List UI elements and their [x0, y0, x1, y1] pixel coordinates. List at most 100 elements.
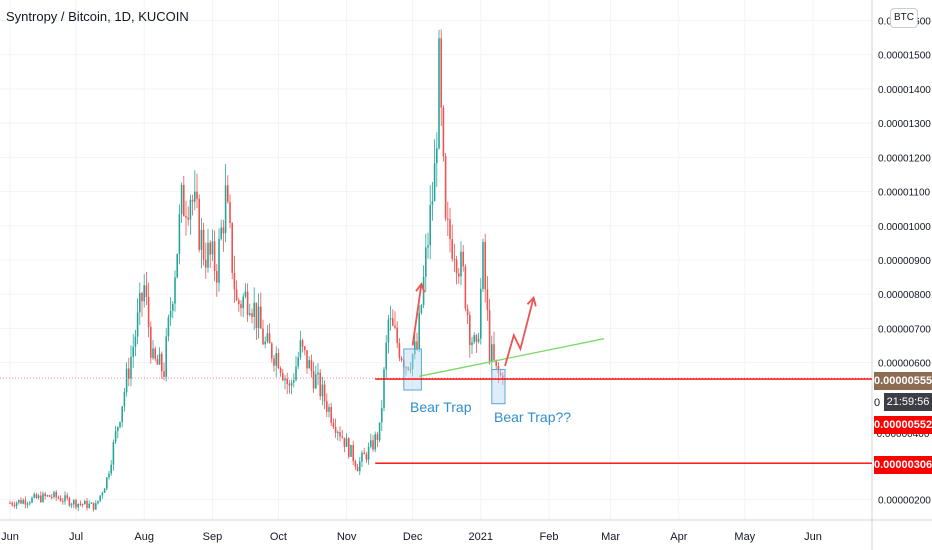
candle-body [275, 353, 277, 366]
candle-body [312, 371, 315, 389]
candle-body [447, 218, 449, 220]
candle-body [488, 310, 491, 362]
candle-body [68, 498, 71, 506]
candle-body [405, 367, 407, 369]
arrow-head [415, 282, 426, 293]
candle-body [284, 378, 286, 381]
candle-body [130, 356, 132, 379]
x-tick-label: Nov [337, 531, 357, 543]
candle-body [354, 461, 357, 467]
candle-body [9, 502, 11, 504]
candle-body [125, 368, 128, 392]
candle-body [103, 488, 106, 493]
candle-body [260, 306, 262, 329]
candle-body [238, 300, 240, 305]
candle-body [150, 326, 152, 358]
support-price-label: 0.00000306 [874, 456, 932, 474]
candle-body [262, 328, 264, 345]
candle-body [165, 336, 167, 377]
candle-body [194, 191, 196, 202]
candle-body [183, 184, 185, 217]
candle-body [97, 500, 99, 504]
candle-body [90, 502, 93, 504]
candle-body [433, 163, 436, 202]
x-tick-label: 2021 [469, 531, 493, 543]
candle-body [110, 464, 112, 474]
candle-body [11, 502, 13, 505]
candle-body [114, 431, 117, 443]
candle-body [257, 306, 260, 328]
candle-body [66, 495, 68, 499]
candle-body [180, 184, 183, 215]
candle-body [77, 503, 79, 508]
currency-badge[interactable]: BTC [890, 8, 918, 28]
candle-body [334, 426, 337, 433]
bear-trap-annotation: Bear Trap?? [494, 409, 572, 425]
candle-body [64, 495, 66, 502]
candle-body [119, 422, 121, 428]
bear-trap-box [491, 368, 506, 405]
candle-body [477, 338, 480, 342]
candle-body [229, 201, 231, 224]
candle-body [381, 407, 383, 423]
candle-body [387, 319, 390, 343]
candle-body [143, 285, 145, 302]
candle-body [211, 241, 214, 255]
y-tick-label: 0.00001200 [878, 153, 931, 164]
candle-body [310, 360, 313, 372]
candle-body [95, 503, 97, 510]
y-tick-label: 0.00001300 [878, 119, 931, 130]
candle-body [185, 216, 187, 218]
candle-body [409, 369, 412, 371]
y-tick-label: 0.00000900 [878, 256, 931, 267]
candle-body [46, 495, 49, 497]
candle-body [374, 434, 376, 450]
candle-body [293, 380, 295, 383]
support-price-label: 0.00000552 [874, 416, 932, 434]
candle-body [134, 336, 137, 347]
candle-body [341, 436, 343, 438]
candle-body [242, 296, 244, 309]
candle-body [361, 452, 363, 462]
y-tick-label: 0.00000200 [878, 495, 931, 506]
candle-body [308, 360, 310, 369]
candle-body [407, 367, 409, 370]
candle-body [429, 204, 431, 246]
candle-body [62, 501, 64, 503]
candle-body [88, 503, 90, 508]
candle-body [455, 259, 458, 274]
candle-body [156, 358, 159, 365]
candle-body [117, 427, 119, 432]
candle-body [20, 499, 22, 504]
candle-body [220, 227, 222, 239]
x-tick-label: May [734, 531, 755, 543]
candle-body [26, 503, 29, 505]
candle-body [277, 353, 280, 368]
candle-body [502, 375, 504, 379]
candle-body [418, 312, 420, 349]
candle-body [240, 304, 242, 309]
candle-body [449, 219, 451, 240]
candle-body [473, 335, 475, 343]
candle-body [425, 247, 427, 277]
candle-body [249, 313, 251, 315]
candle-body [286, 378, 288, 385]
candle-body [372, 440, 374, 450]
candle-body [161, 353, 163, 372]
candle-body [132, 346, 134, 357]
candle-body [416, 341, 418, 349]
candle-body [394, 325, 396, 328]
candle-body [466, 308, 469, 315]
candle-body [471, 342, 473, 346]
candle-body [319, 372, 321, 397]
candle-body [323, 384, 326, 402]
candle-body [35, 494, 38, 499]
candle-body [15, 502, 18, 507]
y-tick-label: 0.00001100 [878, 188, 931, 199]
candle-body [469, 314, 471, 346]
arrow-head [526, 295, 537, 307]
candle-body [337, 432, 339, 434]
candle-body [486, 289, 489, 311]
trend-line [419, 338, 605, 377]
